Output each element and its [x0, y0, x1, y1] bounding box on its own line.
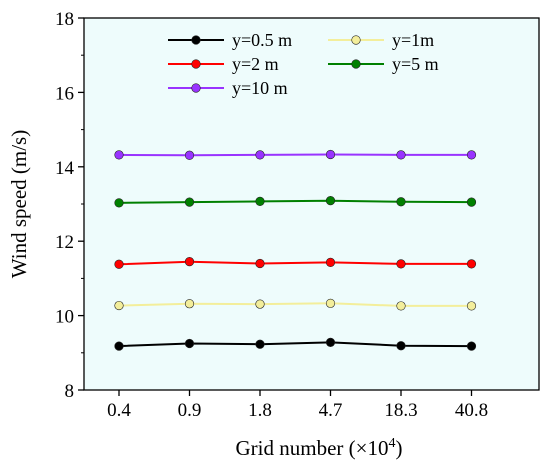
x-tick-label: 4.7	[319, 400, 343, 421]
legend-label: y=10 m	[232, 78, 288, 98]
legend-label: y=0.5 m	[232, 30, 292, 50]
series-4	[114, 196, 477, 208]
data-point	[325, 149, 336, 160]
data-point	[184, 150, 195, 160]
data-point	[114, 150, 124, 160]
legend-marker	[351, 35, 361, 45]
data-point	[184, 197, 195, 207]
y-tick-label: 8	[65, 381, 75, 402]
legend-item: y=5 m	[328, 54, 439, 74]
legend-item: y=2 m	[168, 54, 279, 74]
series-line	[118, 153, 472, 157]
y-tick-label: 10	[55, 307, 74, 328]
legend-label: y=2 m	[232, 54, 279, 74]
data-point	[255, 339, 265, 349]
data-point	[114, 259, 124, 269]
data-point	[114, 198, 124, 208]
data-point	[396, 301, 406, 311]
data-point	[114, 341, 124, 351]
legend-item: y=0.5 m	[168, 30, 292, 50]
x-tick-label: 0.9	[178, 400, 202, 421]
series-line	[118, 199, 472, 204]
x-tick-label: 40.8	[455, 400, 488, 421]
plot-area	[84, 18, 539, 390]
data-point	[114, 300, 124, 311]
legend-marker	[351, 59, 361, 69]
data-point	[466, 341, 477, 351]
legend-item: y=10 m	[168, 78, 288, 98]
data-point	[184, 299, 195, 309]
data-point	[396, 341, 406, 351]
data-point	[325, 337, 336, 347]
data-point	[255, 258, 265, 269]
y-tick-label: 16	[55, 83, 74, 104]
data-point	[396, 150, 406, 160]
legend-marker	[191, 35, 201, 45]
data-point	[184, 338, 195, 349]
data-point	[396, 259, 406, 269]
data-point	[466, 150, 477, 160]
data-point	[325, 196, 336, 206]
data-point	[325, 257, 336, 268]
y-tick-label: 12	[55, 232, 74, 253]
x-tick-label: 18.3	[384, 400, 417, 421]
series-3	[114, 257, 477, 269]
data-point	[325, 298, 336, 308]
legend-marker	[191, 59, 201, 69]
series-line	[118, 341, 472, 348]
legend-item: y=1m	[328, 30, 434, 50]
data-point	[466, 301, 477, 311]
x-tick-label: 0.4	[107, 400, 131, 421]
series-line	[118, 302, 472, 307]
data-point	[255, 299, 265, 309]
series-5	[114, 149, 477, 160]
data-point	[184, 257, 195, 267]
x-tick-label: 1.8	[248, 400, 272, 421]
y-tick-label: 18	[55, 9, 74, 30]
legend-label: y=5 m	[392, 54, 439, 74]
data-point	[255, 196, 265, 206]
data-point	[396, 197, 406, 207]
data-point	[466, 259, 477, 269]
data-point	[466, 197, 477, 207]
legend-marker	[191, 83, 201, 93]
data-point	[255, 150, 265, 160]
series-2	[114, 298, 477, 311]
series-line	[118, 260, 472, 266]
x-axis-title: Grid number (×104)	[236, 436, 403, 460]
legend-label: y=1m	[392, 30, 434, 50]
y-tick-label: 14	[55, 158, 75, 179]
series-1	[114, 337, 477, 351]
y-axis-title: Wind speed (m/s)	[7, 130, 31, 278]
